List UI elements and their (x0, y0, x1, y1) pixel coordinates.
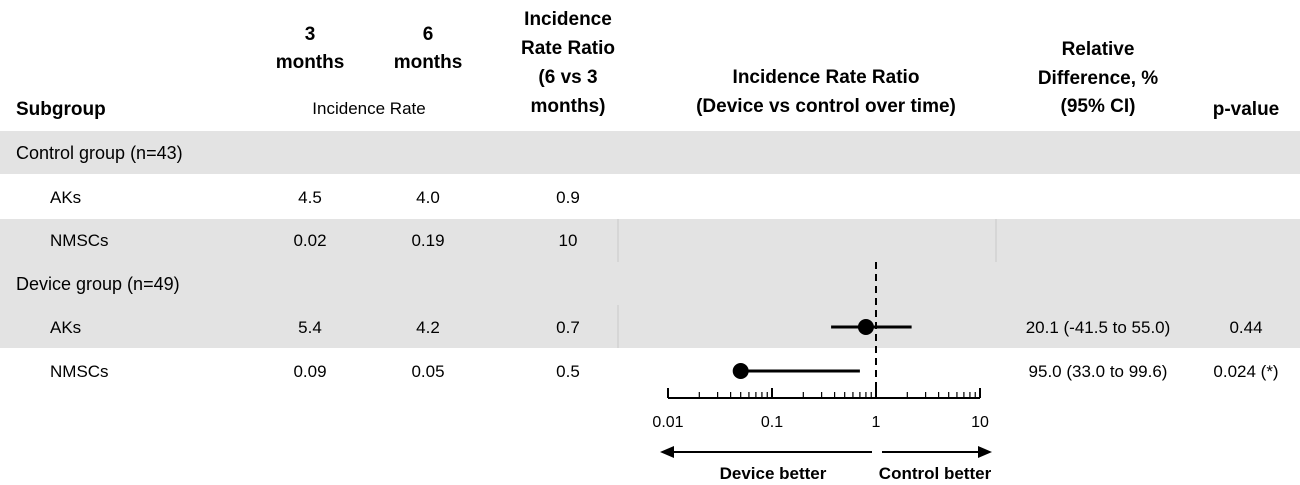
row-name: NMSCs (50, 362, 109, 381)
header-irr-time-line2: Rate Ratio (521, 38, 615, 59)
table-header: Subgroup 3 months 6 months Incidence Rat… (16, 9, 1279, 120)
cell-pvalue: 0.44 (1229, 318, 1262, 337)
header-6-months-line2: months (394, 52, 463, 73)
table-row: NMSCs 0.09 0.05 0.5 95.0 (33.0 to 99.6) … (50, 362, 1279, 381)
header-3-months-line2: months (276, 52, 345, 73)
header-irr-time-line3: (6 vs 3 (538, 67, 597, 88)
header-rel-diff-line2: Difference, % (1038, 68, 1158, 89)
cell-6-months: 0.05 (411, 362, 444, 381)
device-better-arrowhead (660, 446, 674, 458)
tick-label: 0.01 (652, 414, 683, 431)
cell-3-months: 0.02 (293, 231, 326, 250)
table-row: AKs 5.4 4.2 0.7 20.1 (-41.5 to 55.0) 0.4… (50, 318, 1263, 337)
device-group: Device group (n=49) AKs 5.4 4.2 0.7 20.1… (16, 274, 1279, 381)
cell-pvalue: 0.024 (*) (1213, 362, 1278, 381)
cell-relative-difference: 20.1 (-41.5 to 55.0) (1026, 318, 1171, 337)
header-irr-forest-line2: (Device vs control over time) (696, 96, 956, 117)
cell-irr-time: 0.5 (556, 362, 580, 381)
cell-irr-time: 0.7 (556, 318, 580, 337)
cell-irr-time: 0.9 (556, 188, 580, 207)
band-device-aks (0, 305, 1300, 348)
band-device-group (0, 262, 1300, 305)
table-row: AKs 4.5 4.0 0.9 (50, 188, 580, 207)
band-control-group (0, 131, 1300, 174)
header-subgroup: Subgroup (16, 99, 106, 120)
header-irr-time-line4: months) (531, 96, 606, 117)
group-label-device: Device group (n=49) (16, 274, 180, 294)
row-name: NMSCs (50, 231, 109, 250)
control-group: Control group (n=43) AKs 4.5 4.0 0.9 NMS… (16, 143, 580, 250)
header-irr-time-line1: Incidence (524, 9, 612, 30)
header-6-months-line1: 6 (423, 24, 434, 45)
cell-3-months: 0.09 (293, 362, 326, 381)
row-name: AKs (50, 188, 81, 207)
table-row: NMSCs 0.02 0.19 10 (50, 231, 577, 250)
cell-relative-difference: 95.0 (33.0 to 99.6) (1029, 362, 1168, 381)
header-rel-diff-line3: (95% CI) (1061, 96, 1136, 117)
cell-3-months: 5.4 (298, 318, 322, 337)
tick-label: 10 (971, 414, 989, 431)
group-label-control: Control group (n=43) (16, 143, 183, 163)
header-3-months-line1: 3 (305, 24, 316, 45)
header-rel-diff-line1: Relative (1062, 39, 1135, 60)
control-better-arrowhead (978, 446, 992, 458)
tick-label: 0.1 (761, 414, 783, 431)
tick-label: 1 (872, 414, 881, 431)
cell-6-months: 4.2 (416, 318, 440, 337)
header-pvalue: p-value (1213, 99, 1280, 120)
point-estimate-aks (857, 319, 874, 335)
cell-6-months: 4.0 (416, 188, 440, 207)
header-incidence-rate: Incidence Rate (312, 99, 425, 118)
device-better-label: Device better (720, 464, 827, 483)
cell-6-months: 0.19 (411, 231, 444, 250)
point-estimate-nmscs (732, 363, 749, 379)
band-control-nmscs (0, 219, 1300, 262)
header-irr-forest-line1: Incidence Rate Ratio (733, 67, 920, 88)
forest-plot: 0.01 0.1 1 10 (652, 262, 989, 431)
cell-3-months: 4.5 (298, 188, 322, 207)
control-better-label: Control better (879, 464, 992, 483)
row-bands (0, 131, 1300, 348)
row-name: AKs (50, 318, 81, 337)
direction-arrows: Device better Control better (660, 446, 992, 483)
cell-irr-time: 10 (559, 231, 578, 250)
